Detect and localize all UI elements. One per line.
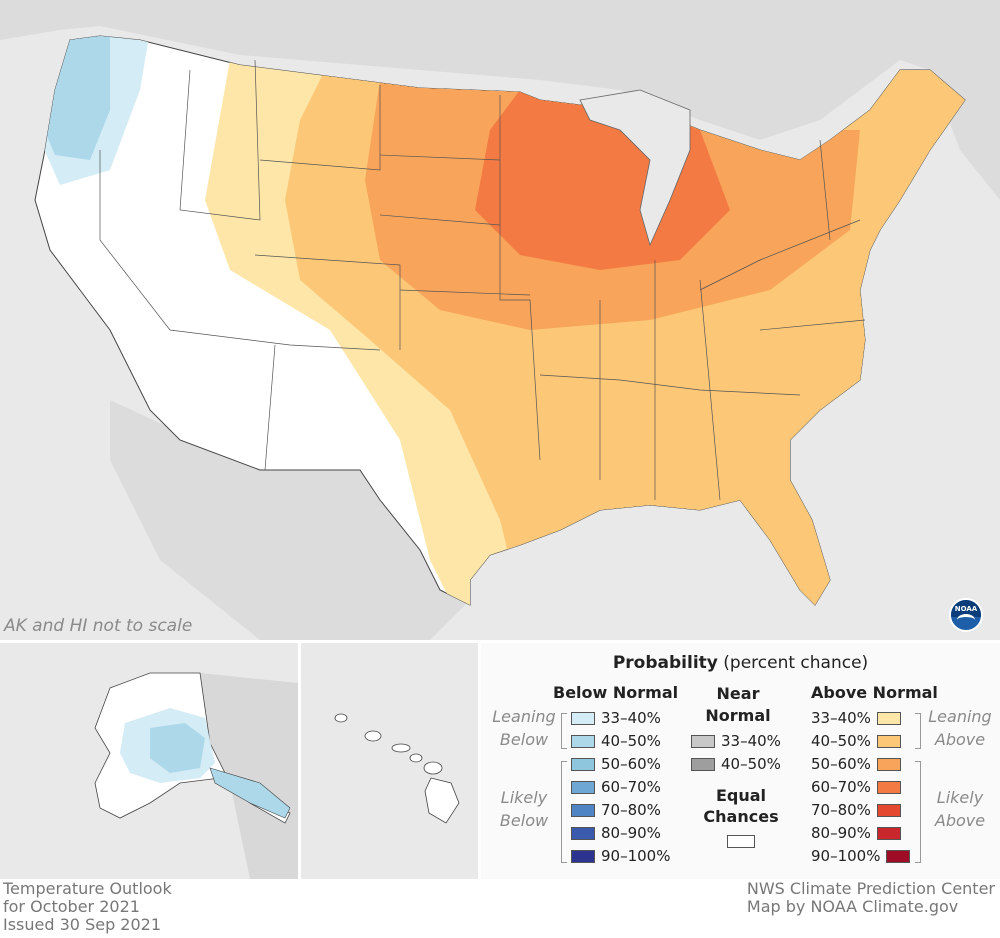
state-borders	[99, 59, 866, 501]
mexico-land	[110, 400, 470, 640]
below-normal-item: 50–60%	[571, 755, 661, 773]
likely-above-bracket	[915, 761, 921, 863]
likely-below-label: Likely Below	[499, 788, 549, 830]
below-normal-label: 50–60%	[601, 755, 661, 773]
legend: Probability (percent chance) Below Norma…	[481, 643, 1000, 879]
near-normal-label: 40–50%	[721, 755, 781, 773]
leaning-above-bracket	[915, 713, 921, 749]
above-normal-item: 80–90%	[811, 824, 901, 842]
near-normal-label: 33–40%	[721, 732, 781, 750]
below-normal-swatch	[571, 780, 595, 794]
above-normal-item: 40–50%	[811, 732, 901, 750]
outlook-info: Temperature Outlook for October 2021 Iss…	[3, 880, 172, 934]
above-normal-item: 70–80%	[811, 801, 901, 819]
map-scale-note: AK and HI not to scale	[4, 616, 193, 636]
leaning-below-label: Leaning Below	[492, 707, 556, 749]
hawaii-svg	[334, 713, 460, 824]
alaska-svg	[94, 672, 298, 879]
credit-cpc: NWS Climate Prediction Center	[746, 879, 995, 898]
below-normal-label: 60–70%	[601, 778, 661, 796]
below-normal-item: 70–80%	[571, 801, 661, 819]
below-normal-item: 33–40%	[571, 709, 661, 727]
alaska-inset	[0, 643, 298, 879]
above-normal-label: 80–90%	[811, 824, 871, 842]
hawaii-islands	[334, 713, 460, 824]
above-normal-swatch	[876, 711, 901, 725]
hawaii-inset	[301, 643, 478, 879]
below-normal-label: 33–40%	[601, 709, 661, 727]
above-normal-label: 60–70%	[811, 778, 871, 796]
leaning-below-bracket	[561, 713, 567, 749]
ak-panhandle	[209, 767, 291, 819]
credit-climate-gov: Map by NOAA Climate.gov	[746, 897, 959, 916]
outlook-issued: Issued 30 Sep 2021	[3, 915, 162, 934]
below-normal-header: Below Normal	[553, 683, 679, 702]
outlook-period: for October 2021	[3, 897, 140, 916]
below-normal-label: 90–100%	[601, 847, 671, 865]
above-normal-label: 50–60%	[811, 755, 871, 773]
likely-below-bracket	[561, 761, 567, 863]
above-normal-item: 33–40%	[811, 709, 901, 727]
noaa-logo: NOAA	[949, 598, 983, 632]
below-normal-label: 70–80%	[601, 801, 661, 819]
credits: NWS Climate Prediction Center Map by NOA…	[747, 880, 995, 916]
below-normal-item: 80–90%	[571, 824, 661, 842]
below-normal-swatch	[571, 734, 595, 748]
near-normal-item: 40–50%	[691, 755, 781, 773]
outlook-title: Temperature Outlook	[3, 879, 172, 898]
great-lakes	[579, 89, 691, 247]
above-normal-swatch	[886, 849, 911, 863]
near-normal-item: 33–40%	[691, 732, 781, 750]
above-normal-label: 33–40%	[811, 709, 871, 727]
leaning-above-label: Leaning Above	[928, 707, 992, 749]
equal-chances-label: Equal Chances	[703, 786, 779, 826]
ak-below-40-50	[150, 723, 205, 773]
equal-chances-swatch	[727, 835, 755, 848]
legend-title: Probability (percent chance)	[612, 653, 869, 673]
below-normal-label: 80–90%	[601, 824, 661, 842]
above-normal-item: 90–100%	[811, 847, 911, 865]
canada-land-ak	[200, 673, 298, 879]
above-normal-swatch	[876, 780, 901, 794]
conus-map: AK and HI not to scale NOAA	[0, 0, 1000, 640]
above-normal-swatch	[876, 803, 901, 817]
conus-map-svg	[0, 0, 1000, 640]
likely-above-label: Likely Above	[934, 788, 986, 830]
below-normal-swatch	[571, 849, 595, 863]
below-normal-label: 40–50%	[601, 732, 661, 750]
above-normal-item: 50–60%	[811, 755, 901, 773]
below-normal-swatch	[571, 803, 595, 817]
near-normal-header: Near Normal	[705, 684, 771, 725]
near-normal-swatch	[691, 734, 715, 748]
above-normal-swatch	[876, 734, 901, 748]
above-normal-label: 40–50%	[811, 732, 871, 750]
above-normal-header: Above Normal	[811, 683, 938, 702]
below-normal-swatch	[571, 757, 595, 771]
above-normal-swatch	[876, 757, 901, 771]
above-normal-swatch	[876, 826, 901, 840]
below-normal-item: 90–100%	[571, 847, 670, 865]
near-normal-swatch	[691, 757, 715, 771]
below-normal-item: 40–50%	[571, 732, 661, 750]
above-normal-label: 70–80%	[811, 801, 871, 819]
canada-land	[0, 0, 1000, 200]
below-normal-swatch	[571, 711, 595, 725]
below-normal-swatch	[571, 826, 595, 840]
above-normal-item: 60–70%	[811, 778, 901, 796]
below-normal-item: 60–70%	[571, 778, 661, 796]
above-normal-label: 90–100%	[811, 847, 881, 865]
